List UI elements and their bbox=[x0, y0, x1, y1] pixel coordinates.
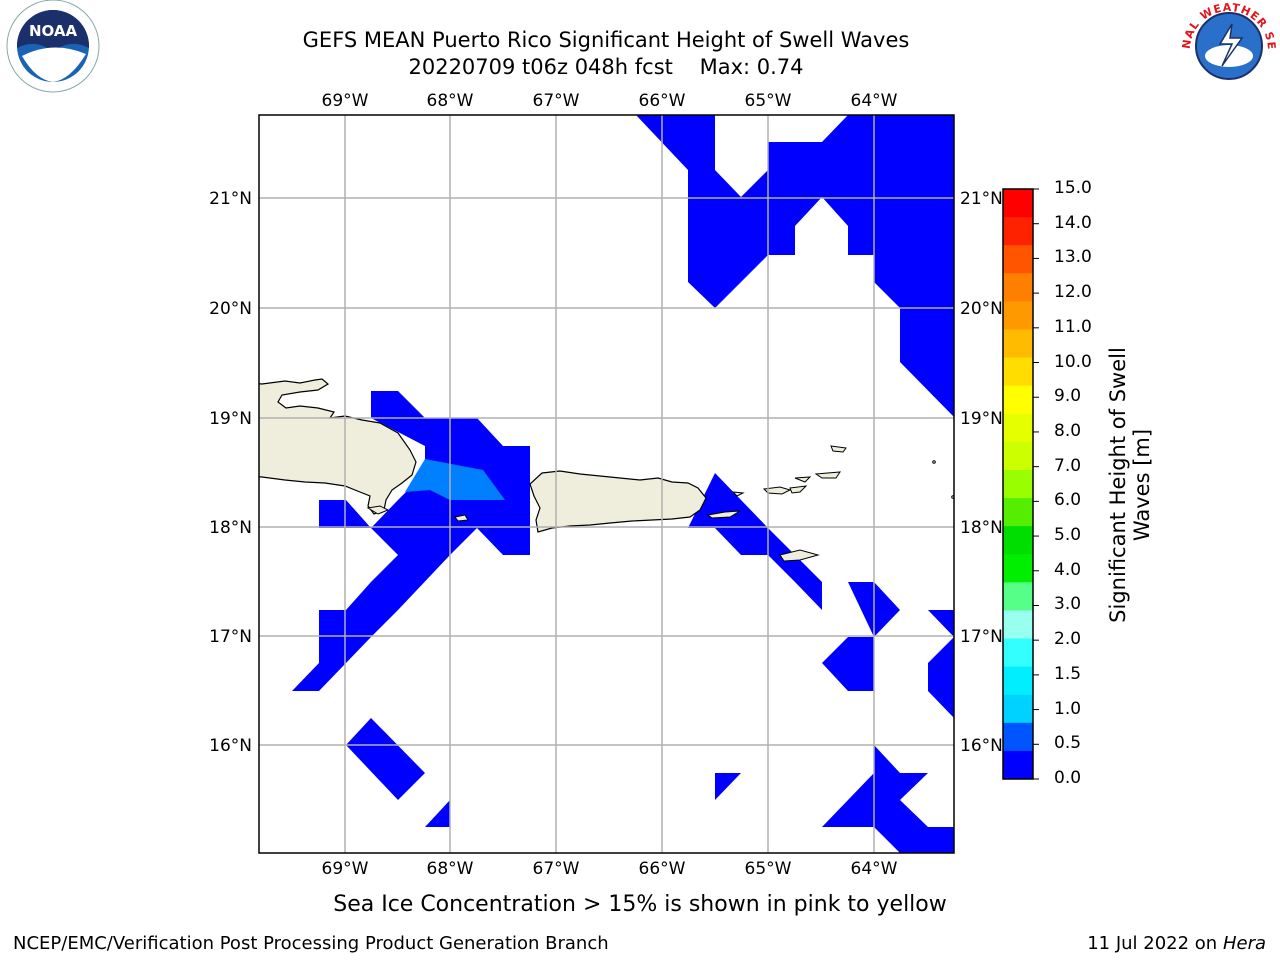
lat-label-right: 21°N bbox=[960, 189, 1003, 209]
colorbar-tick-label: 15.0 bbox=[1054, 178, 1092, 198]
colorbar-segment bbox=[1003, 526, 1033, 555]
colorbar-tick-label: 0.5 bbox=[1054, 733, 1082, 754]
colorbar-tick-label: 2.0 bbox=[1054, 629, 1082, 650]
credit-branch: NCEP/EMC/Verification Post Processing Pr… bbox=[13, 933, 609, 954]
colorbar-segment bbox=[1003, 638, 1033, 668]
colorbar-tick-label: 10.0 bbox=[1054, 351, 1092, 372]
sea-ice-note: Sea Ice Concentration > 15% is shown in … bbox=[333, 892, 947, 917]
colorbar-segment bbox=[1003, 385, 1033, 415]
colorbar-segment bbox=[1003, 245, 1033, 274]
nws-logo-icon: NATIONAL WEATHER SERVICE bbox=[0, 0, 1278, 93]
colorbar-frame bbox=[1002, 188, 1034, 780]
lat-label-left: 19°N bbox=[209, 409, 252, 429]
lat-label-left: 20°N bbox=[209, 299, 252, 319]
lat-label-left: 21°N bbox=[209, 189, 252, 209]
credit-date-text: 11 Jul 2022 on bbox=[1087, 933, 1223, 954]
colorbar-segment bbox=[1003, 498, 1033, 527]
colorbar-tick-label: 1.5 bbox=[1054, 663, 1082, 684]
colorbar-tick-label: 13.0 bbox=[1054, 247, 1092, 268]
credit-host: Hera bbox=[1222, 933, 1266, 954]
lon-label-bottom: 68°W bbox=[427, 859, 474, 879]
lat-label-left: 18°N bbox=[209, 518, 252, 538]
virgin-islands bbox=[706, 445, 954, 562]
lon-label-top: 65°W bbox=[745, 91, 792, 111]
colorbar-segment bbox=[1003, 694, 1033, 724]
swell-cells-mid bbox=[405, 459, 505, 500]
colorbar-segment bbox=[1003, 357, 1033, 387]
lon-label-top: 66°W bbox=[639, 91, 686, 111]
colorbar-tick-label: 3.0 bbox=[1054, 594, 1082, 615]
colorbar-segment bbox=[1003, 750, 1033, 780]
lat-label-left: 17°N bbox=[209, 627, 252, 647]
lon-label-top: 69°W bbox=[322, 91, 369, 111]
colorbar-segment bbox=[1003, 217, 1033, 246]
colorbar-segment bbox=[1003, 722, 1033, 752]
lon-label-top: 68°W bbox=[427, 91, 474, 111]
lon-label-bottom: 66°W bbox=[639, 859, 686, 879]
colorbar-tick-label: 9.0 bbox=[1054, 386, 1082, 407]
lat-label-right: 20°N bbox=[960, 299, 1003, 319]
colorbar bbox=[1003, 188, 1039, 780]
noaa-logo-icon: NOAA bbox=[6, 0, 100, 93]
colorbar-segment bbox=[1003, 469, 1033, 499]
colorbar-segment bbox=[1003, 610, 1033, 640]
hispaniola-land bbox=[259, 378, 417, 515]
svg-text:NATIONAL WEATHER SERVICE: NATIONAL WEATHER SERVICE bbox=[0, 0, 1278, 51]
colorbar-tick-label: 14.0 bbox=[1054, 212, 1092, 233]
colorbar-segment bbox=[1003, 413, 1033, 443]
colorbar-tick-label: 11.0 bbox=[1054, 316, 1092, 337]
colorbar-title: Significant Height of Swell Waves [m] bbox=[1106, 347, 1154, 623]
lat-label-right: 16°N bbox=[960, 736, 1003, 756]
map-frame bbox=[258, 114, 955, 854]
lon-label-top: 67°W bbox=[533, 91, 580, 111]
lat-label-right: 19°N bbox=[960, 409, 1003, 429]
colorbar-tick-label: 8.0 bbox=[1054, 420, 1082, 441]
colorbar-segment bbox=[1003, 301, 1033, 330]
lat-label-right: 18°N bbox=[960, 518, 1003, 538]
map-gridlines bbox=[259, 115, 954, 853]
colorbar-tick-label: 1.0 bbox=[1054, 698, 1082, 719]
chart-subtitle: 20220709 t06z 048h fcst Max: 0.74 bbox=[408, 55, 804, 79]
credit-date: 11 Jul 2022 on Hera bbox=[1087, 933, 1266, 954]
lon-label-bottom: 64°W bbox=[851, 859, 898, 879]
colorbar-segment bbox=[1003, 582, 1033, 611]
colorbar-tick-label: 12.0 bbox=[1054, 282, 1092, 303]
lon-label-bottom: 69°W bbox=[322, 859, 369, 879]
colorbar-tick-label: 7.0 bbox=[1054, 455, 1082, 476]
colorbar-segment bbox=[1003, 329, 1033, 359]
lat-label-left: 16°N bbox=[209, 736, 252, 756]
colorbar-segment bbox=[1003, 666, 1033, 696]
colorbar-segment bbox=[1003, 441, 1033, 471]
svg-text:NOAA: NOAA bbox=[29, 22, 78, 40]
lat-label-right: 17°N bbox=[960, 627, 1003, 647]
colorbar-segment bbox=[1003, 189, 1033, 218]
colorbar-tick-label: 5.0 bbox=[1054, 525, 1082, 546]
colorbar-segment bbox=[1003, 273, 1033, 302]
colorbar-tick-label: 6.0 bbox=[1054, 490, 1082, 511]
lon-label-top: 64°W bbox=[851, 91, 898, 111]
lon-label-bottom: 65°W bbox=[745, 859, 792, 879]
colorbar-segment bbox=[1003, 554, 1033, 583]
lon-label-bottom: 67°W bbox=[533, 859, 580, 879]
colorbar-tick-label: 4.0 bbox=[1054, 559, 1082, 580]
chart-title: GEFS MEAN Puerto Rico Significant Height… bbox=[302, 28, 910, 52]
colorbar-tick-label: 0.0 bbox=[1054, 768, 1082, 788]
